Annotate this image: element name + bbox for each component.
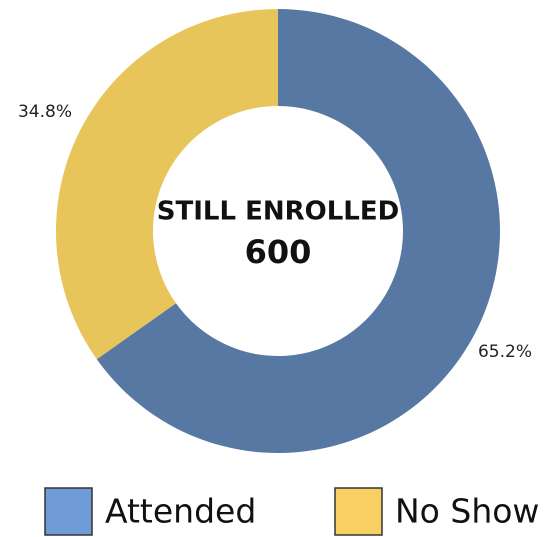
donut-slice: [96, 9, 501, 453]
legend-label: No Show: [395, 492, 539, 531]
legend-swatch: [334, 487, 383, 536]
value-label: 34.8%: [18, 102, 72, 122]
value-label: 65.2%: [478, 342, 532, 362]
center-label: STILL ENROLLED: [157, 197, 399, 227]
legend-swatch: [44, 487, 93, 536]
center-value: 600: [245, 233, 312, 271]
donut-slice: [55, 9, 279, 360]
legend-label: Attended: [105, 492, 256, 531]
